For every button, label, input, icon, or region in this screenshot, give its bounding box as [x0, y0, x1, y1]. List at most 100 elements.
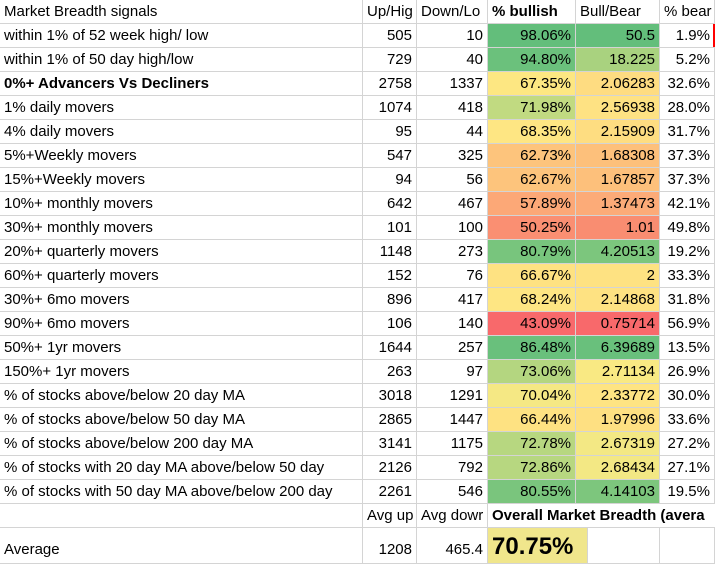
header-pct-bullish[interactable]: % bullish: [488, 0, 576, 24]
row-label[interactable]: 4% daily movers: [0, 120, 363, 144]
row-label[interactable]: 5%+Weekly movers: [0, 144, 363, 168]
row-pct-bullish[interactable]: 80.55%: [488, 480, 576, 504]
row-label[interactable]: 30%+ 6mo movers: [0, 288, 363, 312]
row-down[interactable]: 273: [417, 240, 488, 264]
row-up[interactable]: 2261: [363, 480, 417, 504]
row-down[interactable]: 56: [417, 168, 488, 192]
row-bull-bear[interactable]: 2.67319: [576, 432, 660, 456]
empty-cell[interactable]: [660, 528, 715, 564]
row-label[interactable]: 10%+ monthly movers: [0, 192, 363, 216]
row-pct-bear[interactable]: 27.1%: [660, 456, 715, 480]
row-pct-bear[interactable]: 28.0%: [660, 96, 715, 120]
header-label[interactable]: Market Breadth signals: [0, 0, 363, 24]
summary-empty-cell[interactable]: [0, 504, 363, 528]
row-label[interactable]: 15%+Weekly movers: [0, 168, 363, 192]
row-label[interactable]: 1% daily movers: [0, 96, 363, 120]
row-bull-bear[interactable]: 6.39689: [576, 336, 660, 360]
row-label[interactable]: 90%+ 6mo movers: [0, 312, 363, 336]
row-pct-bullish[interactable]: 80.79%: [488, 240, 576, 264]
row-down[interactable]: 1337: [417, 72, 488, 96]
row-pct-bullish[interactable]: 70.04%: [488, 384, 576, 408]
row-bull-bear[interactable]: 2.71134: [576, 360, 660, 384]
row-pct-bear[interactable]: 19.5%: [660, 480, 715, 504]
row-down[interactable]: 76: [417, 264, 488, 288]
row-bull-bear[interactable]: 2.68434: [576, 456, 660, 480]
row-pct-bear[interactable]: 49.8%: [660, 216, 715, 240]
row-up[interactable]: 729: [363, 48, 417, 72]
row-label[interactable]: 60%+ quarterly movers: [0, 264, 363, 288]
row-bull-bear[interactable]: 18.225: [576, 48, 660, 72]
row-up[interactable]: 2865: [363, 408, 417, 432]
row-down[interactable]: 792: [417, 456, 488, 480]
row-up[interactable]: 1644: [363, 336, 417, 360]
row-down[interactable]: 44: [417, 120, 488, 144]
row-pct-bear[interactable]: 32.6%: [660, 72, 715, 96]
row-pct-bullish[interactable]: 57.89%: [488, 192, 576, 216]
row-label[interactable]: % of stocks above/below 50 day MA: [0, 408, 363, 432]
row-up[interactable]: 3141: [363, 432, 417, 456]
row-pct-bear[interactable]: 56.9%: [660, 312, 715, 336]
row-pct-bear[interactable]: 42.1%: [660, 192, 715, 216]
row-label[interactable]: % of stocks with 20 day MA above/below 5…: [0, 456, 363, 480]
row-up[interactable]: 642: [363, 192, 417, 216]
average-down[interactable]: 465.4: [417, 528, 488, 564]
header-bull-bear[interactable]: Bull/Bear: [576, 0, 660, 24]
row-pct-bullish[interactable]: 62.73%: [488, 144, 576, 168]
row-pct-bear[interactable]: 37.3%: [660, 168, 715, 192]
row-pct-bear[interactable]: 26.9%: [660, 360, 715, 384]
row-label[interactable]: % of stocks with 50 day MA above/below 2…: [0, 480, 363, 504]
row-up[interactable]: 95: [363, 120, 417, 144]
row-pct-bullish[interactable]: 98.06%: [488, 24, 576, 48]
row-bull-bear[interactable]: 1.68308: [576, 144, 660, 168]
header-down[interactable]: Down/Lo: [417, 0, 488, 24]
row-down[interactable]: 100: [417, 216, 488, 240]
row-label[interactable]: 150%+ 1yr movers: [0, 360, 363, 384]
row-down[interactable]: 546: [417, 480, 488, 504]
overall-breadth-title[interactable]: Overall Market Breadth (avera: [488, 504, 715, 528]
header-pct-bear[interactable]: % bear: [660, 0, 715, 24]
row-up[interactable]: 2126: [363, 456, 417, 480]
row-up[interactable]: 1148: [363, 240, 417, 264]
row-up[interactable]: 263: [363, 360, 417, 384]
row-label[interactable]: within 1% of 52 week high/ low: [0, 24, 363, 48]
row-up[interactable]: 3018: [363, 384, 417, 408]
row-bull-bear[interactable]: 2: [576, 264, 660, 288]
row-up[interactable]: 2758: [363, 72, 417, 96]
row-pct-bullish[interactable]: 66.67%: [488, 264, 576, 288]
row-pct-bullish[interactable]: 66.44%: [488, 408, 576, 432]
row-up[interactable]: 106: [363, 312, 417, 336]
row-label[interactable]: within 1% of 50 day high/low: [0, 48, 363, 72]
row-pct-bear[interactable]: 1.9%: [660, 24, 715, 48]
row-pct-bullish[interactable]: 72.78%: [488, 432, 576, 456]
row-pct-bear[interactable]: 13.5%: [660, 336, 715, 360]
row-bull-bear[interactable]: 1.01: [576, 216, 660, 240]
summary-up-label[interactable]: Avg up: [363, 504, 417, 528]
row-down[interactable]: 1291: [417, 384, 488, 408]
row-down[interactable]: 325: [417, 144, 488, 168]
row-bull-bear[interactable]: 50.5: [576, 24, 660, 48]
row-down[interactable]: 467: [417, 192, 488, 216]
row-bull-bear[interactable]: 2.56938: [576, 96, 660, 120]
row-up[interactable]: 896: [363, 288, 417, 312]
row-pct-bullish[interactable]: 50.25%: [488, 216, 576, 240]
row-bull-bear[interactable]: 0.75714: [576, 312, 660, 336]
row-pct-bullish[interactable]: 43.09%: [488, 312, 576, 336]
row-pct-bullish[interactable]: 86.48%: [488, 336, 576, 360]
row-pct-bullish[interactable]: 67.35%: [488, 72, 576, 96]
average-up[interactable]: 1208: [363, 528, 417, 564]
row-pct-bullish[interactable]: 68.24%: [488, 288, 576, 312]
row-bull-bear[interactable]: 4.14103: [576, 480, 660, 504]
row-pct-bear[interactable]: 31.8%: [660, 288, 715, 312]
row-pct-bullish[interactable]: 94.80%: [488, 48, 576, 72]
header-up[interactable]: Up/Hig: [363, 0, 417, 24]
row-up[interactable]: 547: [363, 144, 417, 168]
row-pct-bear[interactable]: 33.3%: [660, 264, 715, 288]
row-up[interactable]: 101: [363, 216, 417, 240]
row-down[interactable]: 1175: [417, 432, 488, 456]
row-up[interactable]: 1074: [363, 96, 417, 120]
row-label[interactable]: % of stocks above/below 200 day MA: [0, 432, 363, 456]
overall-breadth-value[interactable]: 70.75%: [488, 528, 588, 564]
row-label[interactable]: 20%+ quarterly movers: [0, 240, 363, 264]
row-pct-bullish[interactable]: 68.35%: [488, 120, 576, 144]
row-down[interactable]: 97: [417, 360, 488, 384]
